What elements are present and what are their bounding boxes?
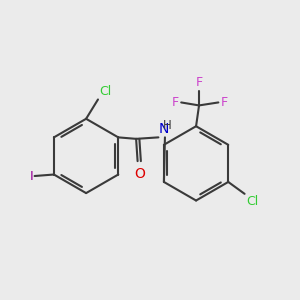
Text: O: O: [134, 167, 145, 181]
Text: F: F: [221, 96, 228, 109]
Text: H: H: [163, 119, 172, 132]
Text: F: F: [196, 76, 202, 89]
Text: F: F: [172, 96, 179, 109]
Text: Cl: Cl: [246, 195, 258, 208]
Text: I: I: [30, 169, 33, 182]
Text: N: N: [159, 122, 169, 136]
Text: Cl: Cl: [99, 85, 111, 98]
